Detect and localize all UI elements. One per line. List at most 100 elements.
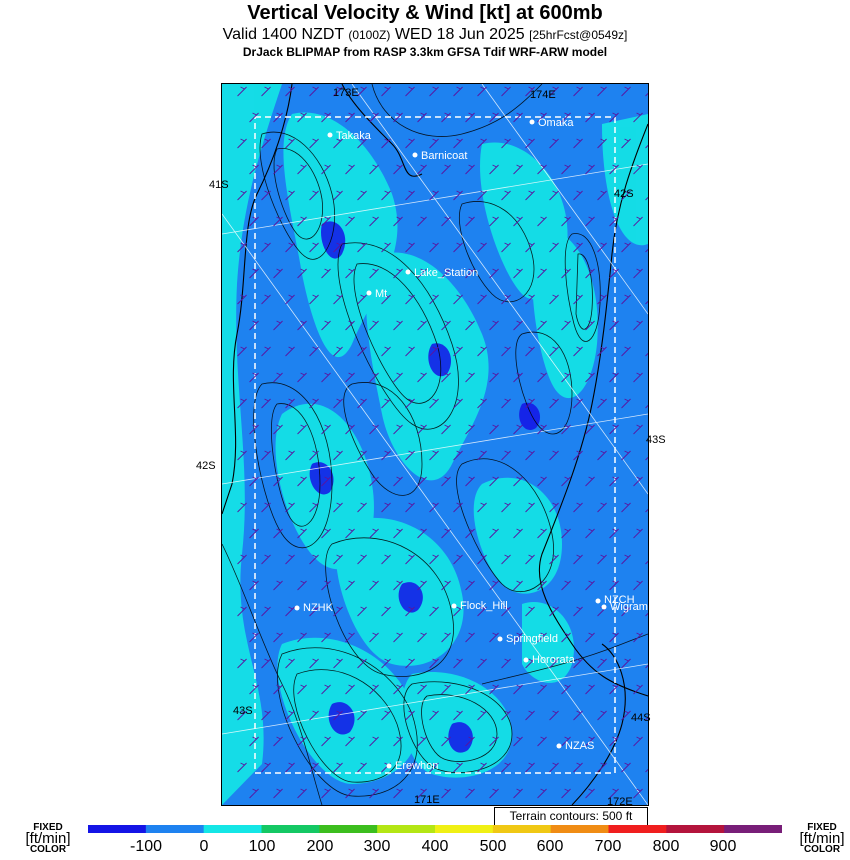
grid-label-174e: 174E <box>530 89 556 101</box>
wind-barb <box>465 684 475 695</box>
wind-barb <box>513 580 523 591</box>
colorbar-tick: 500 <box>479 838 507 855</box>
wind-barb <box>333 242 343 253</box>
wind-barb <box>465 632 475 643</box>
wind-barb <box>237 138 247 149</box>
wind-barb <box>261 190 271 201</box>
wind-barb <box>429 658 439 669</box>
site-marker-springfield <box>497 636 503 642</box>
wind-barb <box>501 762 511 773</box>
wind-barb <box>273 580 283 591</box>
wind-barb <box>633 424 643 435</box>
wind-barb <box>441 424 451 435</box>
wind-barb <box>237 190 247 201</box>
wind-barb <box>525 450 535 461</box>
wind-barb <box>393 268 403 279</box>
wind-barb <box>261 658 271 669</box>
wind-barb <box>585 112 595 123</box>
wind-barb <box>261 294 271 305</box>
wind-barb <box>633 164 643 175</box>
wind-barb <box>237 762 247 773</box>
wind-barb <box>309 138 319 149</box>
utc-time: (0100Z) <box>348 28 391 42</box>
wind-barb <box>393 164 403 175</box>
wind-barb <box>369 372 379 383</box>
wind-barb <box>561 476 571 487</box>
wind-barb <box>273 684 283 695</box>
wind-barb <box>537 268 547 279</box>
wind-barb <box>525 86 535 97</box>
wind-barb <box>429 398 439 409</box>
wind-barb <box>609 268 619 279</box>
wind-barb <box>321 268 331 279</box>
wind-barb <box>573 450 583 461</box>
wind-barb <box>285 450 295 461</box>
wind-barb <box>357 398 367 409</box>
wind-barb <box>477 658 487 669</box>
wind-barb <box>405 762 415 773</box>
wind-barb <box>345 216 355 227</box>
wind-barb <box>465 736 475 747</box>
grid-label-171e: 171E <box>414 794 440 806</box>
wind-barb <box>633 372 643 383</box>
wind-barb <box>465 112 475 123</box>
site-marker-mt <box>366 290 372 296</box>
wind-barb <box>285 554 295 565</box>
wind-barb <box>621 242 631 253</box>
wind-barb <box>573 762 583 773</box>
wind-barb <box>345 476 355 487</box>
wind-barb <box>417 684 427 695</box>
site-label-flock-hill: Flock_Hill <box>460 600 508 612</box>
wind-barb <box>273 320 283 331</box>
wind-barb <box>501 450 511 461</box>
wind-barb <box>537 320 547 331</box>
site-label-barnicoat: Barnicoat <box>421 150 468 162</box>
grid-label-41s: 41S <box>209 179 229 191</box>
wind-barb <box>333 346 343 357</box>
wind-barb <box>345 320 355 331</box>
wind-barb <box>417 736 427 747</box>
wind-barb <box>249 580 259 591</box>
wind-barb <box>357 138 367 149</box>
wind-barb <box>261 138 271 149</box>
wind-barb <box>465 424 475 435</box>
wind-barb <box>609 736 619 747</box>
wind-barb <box>513 320 523 331</box>
wind-barb <box>333 762 343 773</box>
wind-barb <box>609 372 619 383</box>
wind-barb <box>381 190 391 201</box>
wind-barb <box>417 320 427 331</box>
wind-barb <box>537 684 547 695</box>
site-label-erewhon: Erewhon <box>395 760 439 772</box>
wind-barb <box>357 450 367 461</box>
wind-barb <box>381 398 391 409</box>
colorbar-swatch <box>261 825 320 833</box>
wind-barb <box>309 710 319 721</box>
wind-barb <box>357 606 367 617</box>
wind-barb <box>237 606 247 617</box>
wind-barb <box>237 346 247 357</box>
wind-barb <box>585 164 595 175</box>
wind-barb <box>405 398 415 409</box>
wind-barb <box>609 476 619 487</box>
wind-barb <box>597 762 607 773</box>
wind-barb <box>309 294 319 305</box>
wind-barb <box>321 216 331 227</box>
wind-barb <box>453 762 463 773</box>
colorbar-tick: 200 <box>306 838 334 855</box>
wind-barb <box>345 788 355 799</box>
wind-barb <box>489 112 499 123</box>
wind-barb <box>309 554 319 565</box>
units-label-right: [ft/min] <box>799 830 845 847</box>
wind-barb <box>585 424 595 435</box>
wind-barb <box>585 632 595 643</box>
wind-barb <box>549 242 559 253</box>
wind-barb <box>501 658 511 669</box>
wind-barb <box>573 398 583 409</box>
wind-barb <box>645 612 648 617</box>
site-label-nzas: NZAS <box>565 740 595 752</box>
site-marker-nzhk <box>294 605 300 611</box>
wind-barb <box>297 424 307 435</box>
wind-barb <box>489 580 499 591</box>
wind-barb <box>645 248 648 253</box>
